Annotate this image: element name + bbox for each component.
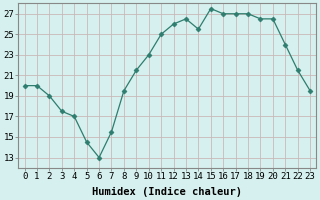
X-axis label: Humidex (Indice chaleur): Humidex (Indice chaleur) xyxy=(92,186,242,197)
